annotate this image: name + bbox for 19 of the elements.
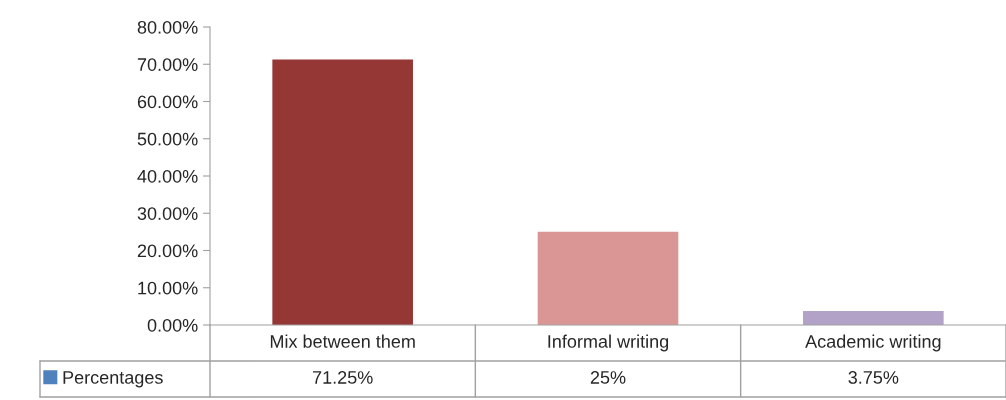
y-tick-label: 60.00% [137, 95, 198, 109]
data-label: 71.25% [312, 371, 373, 384]
y-tick-label: 40.00% [137, 169, 198, 183]
bar [803, 311, 944, 325]
data-label: 3.75% [848, 371, 899, 384]
x-tick-label: Mix between them [270, 334, 415, 348]
text: Percentages [63, 371, 163, 388]
y-tick-label: 50.00% [137, 132, 198, 146]
y-tick-label: 80.00% [137, 20, 198, 34]
y-tick-label: 10.00% [138, 281, 198, 295]
bar [272, 59, 413, 325]
bar [537, 231, 679, 325]
x-tick-label: Informal writing [548, 334, 669, 352]
y-tick-label: 30.00% [137, 207, 198, 220]
y-tick-label: 20.00% [137, 244, 198, 258]
y-tick-label: 70.00% [137, 58, 198, 71]
y-tick-label: 0.00% [147, 318, 198, 332]
data-label: 25% [590, 371, 626, 384]
x-tick-label: Academic writing [805, 334, 941, 352]
